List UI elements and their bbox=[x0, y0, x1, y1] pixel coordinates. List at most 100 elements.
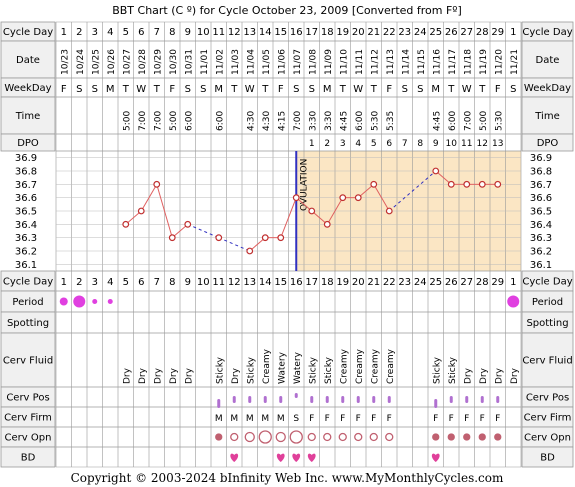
dpo-cell: 2 bbox=[324, 139, 330, 149]
cycle-day-cell: 22 bbox=[383, 27, 396, 38]
cerv-firm-cell: F bbox=[325, 414, 330, 424]
temperature-plot: OVULATION bbox=[122, 151, 502, 271]
cycle-day-cell: 19 bbox=[336, 27, 349, 38]
date-cell: 11/09 bbox=[324, 49, 334, 75]
cerv-fluid-cell: Creamy bbox=[386, 348, 396, 384]
row-label-weekday: WeekDay bbox=[524, 83, 571, 94]
cerv-opn-marker bbox=[478, 433, 486, 441]
temp-line-segment bbox=[171, 223, 189, 239]
row-label-cerv-opn: Cerv Opn bbox=[524, 433, 571, 444]
cerv-firm-cell: M bbox=[230, 414, 238, 424]
date-cell: 11/10 bbox=[339, 49, 349, 75]
row-label-box bbox=[0, 96, 56, 135]
temp-point bbox=[277, 234, 285, 242]
bd-heart-icon bbox=[307, 453, 316, 462]
bd-heart-icon bbox=[276, 453, 285, 462]
cerv-fluid-cell: Sticky bbox=[324, 356, 334, 384]
y-tick-label-right: 36.5 bbox=[530, 207, 552, 218]
y-tick-label-right: 36.3 bbox=[530, 233, 552, 244]
row-label-dpo: DPO bbox=[17, 138, 39, 149]
row-label-date: Date bbox=[536, 55, 560, 66]
cerv-firm-cell: M bbox=[261, 414, 269, 424]
cerv-fluid-cell: Sticky bbox=[448, 356, 458, 384]
cycle-day-cell: 28 bbox=[476, 277, 489, 288]
cerv-fluid-cell: Creamy bbox=[339, 348, 349, 384]
cycle-day-cell: 12 bbox=[228, 27, 241, 38]
cycle-day-cell: 4 bbox=[107, 27, 113, 38]
temp-point bbox=[122, 220, 130, 228]
cycle-day-cell: 18 bbox=[321, 277, 334, 288]
cerv-fluid-cell: Dry bbox=[184, 367, 194, 384]
date-cell: 10/27 bbox=[122, 49, 132, 75]
cerv-firm-cell: M bbox=[277, 414, 285, 424]
temp-point bbox=[292, 194, 300, 202]
temp-point bbox=[447, 180, 455, 188]
cerv-opn-marker bbox=[230, 432, 239, 442]
row-label-cerv-firm: Cerv Firm bbox=[4, 413, 52, 424]
cerv-fluid-cell: Dry bbox=[138, 367, 148, 384]
row-label-box bbox=[521, 96, 574, 135]
row-label-box bbox=[0, 332, 56, 388]
time-cell: 5:00 bbox=[479, 111, 489, 131]
cycle-day-cell: 1 bbox=[61, 27, 67, 38]
date-cell: 11/06 bbox=[277, 49, 287, 75]
row-label-period: Period bbox=[532, 297, 563, 308]
time-cell: 5:30 bbox=[370, 111, 380, 131]
cerv-firm-cell: S bbox=[293, 414, 299, 424]
date-cell: 11/14 bbox=[401, 49, 411, 75]
y-tick-label-left: 36.4 bbox=[15, 220, 37, 231]
cycle-day-cell: 4 bbox=[107, 277, 113, 288]
cycle-day-cell: 13 bbox=[243, 277, 256, 288]
cycle-day-cell: 29 bbox=[491, 27, 504, 38]
cerv-pos-marker bbox=[310, 396, 314, 403]
cerv-firm-cell: F bbox=[371, 414, 376, 424]
time-cell: 6:00 bbox=[355, 111, 365, 131]
time-cell: 5:00 bbox=[122, 111, 132, 131]
cycle-day-cell: 13 bbox=[243, 27, 256, 38]
y-tick-label-left: 36.9 bbox=[15, 153, 37, 164]
period-marker bbox=[59, 297, 68, 306]
chart-cells: 11F10/2322S10/2433S10/2544M10/2655T10/27… bbox=[59, 27, 520, 462]
cycle-day-cell: 18 bbox=[321, 27, 334, 38]
cerv-fluid-cell: Dry bbox=[463, 367, 473, 384]
temp-line-segment bbox=[388, 170, 437, 212]
cycle-day-cell: 15 bbox=[274, 277, 287, 288]
temp-point bbox=[432, 167, 440, 175]
row-label-cerv-pos: Cerv Pos bbox=[526, 393, 569, 404]
cerv-pos-marker bbox=[387, 396, 391, 403]
temp-point bbox=[308, 207, 316, 215]
cycle-day-cell: 27 bbox=[460, 27, 473, 38]
date-cell: 11/12 bbox=[370, 49, 380, 75]
cerv-pos-marker bbox=[465, 396, 469, 403]
temp-point bbox=[463, 180, 471, 188]
cerv-fluid-cell: Dry bbox=[169, 367, 179, 384]
cycle-day-cell: 8 bbox=[169, 277, 175, 288]
row-label-spotting: Spotting bbox=[7, 318, 49, 329]
cycle-day-cell: 23 bbox=[398, 27, 411, 38]
row-label-period: Period bbox=[12, 297, 43, 308]
date-cell: 11/21 bbox=[510, 49, 520, 75]
date-cell: 11/05 bbox=[262, 49, 272, 75]
cerv-fluid-cell: Dry bbox=[122, 367, 132, 384]
cycle-day-cell: 16 bbox=[290, 277, 303, 288]
temp-point bbox=[137, 207, 145, 215]
cerv-opn-marker bbox=[369, 432, 378, 442]
row-label-cycle-day: Cycle Day bbox=[3, 27, 53, 38]
temp-line-segment bbox=[435, 170, 452, 185]
row-label-weekday: WeekDay bbox=[4, 83, 51, 94]
y-tick-label-left: 36.7 bbox=[15, 180, 37, 191]
cerv-fluid-cell: Sticky bbox=[215, 356, 225, 384]
time-cell: 7:00 bbox=[293, 111, 303, 131]
temp-line-segment bbox=[156, 184, 173, 238]
cerv-pos-marker bbox=[325, 396, 329, 403]
cerv-pos-marker bbox=[217, 399, 221, 408]
date-cell: 11/13 bbox=[386, 49, 396, 75]
date-cell: 10/26 bbox=[107, 49, 117, 75]
dpo-cell: 9 bbox=[433, 139, 439, 149]
cycle-day-cell: 28 bbox=[476, 27, 489, 38]
cycle-day-cell: 9 bbox=[185, 277, 191, 288]
temp-line-segment bbox=[373, 184, 390, 212]
row-label-box bbox=[521, 332, 574, 388]
temp-line-segment bbox=[125, 210, 142, 225]
copyright-footer: Copyright © 2003-2024 bInfinity Web Inc.… bbox=[71, 471, 504, 485]
